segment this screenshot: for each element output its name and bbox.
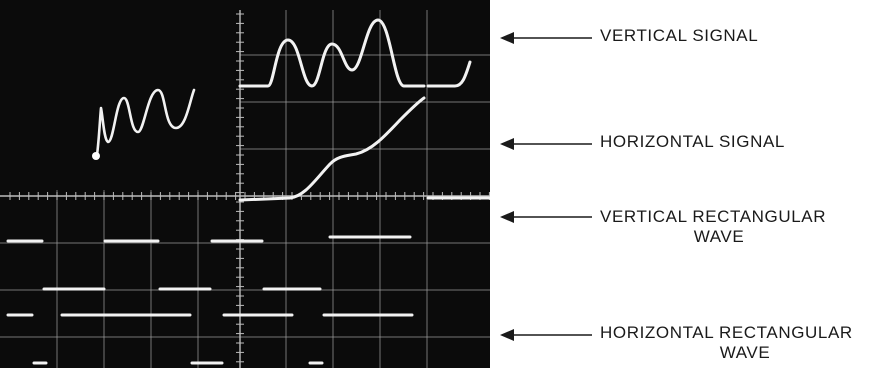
vertical-rectangular-wave-label-line1: VERTICAL RECTANGULAR [600,207,827,226]
vertical-rectangular-wave-callout: VERTICAL RECTANGULAR WAVE [500,205,890,265]
composite-signal-trace [95,88,196,157]
vertical-signal-label: VERTICAL SIGNAL [600,26,759,45]
vertical-signal-arrow-icon [500,32,592,44]
horizontal-signal-label: HORIZONTAL SIGNAL [600,132,785,151]
vertical-signal-trace [238,18,472,88]
horizontal-rectangular-wave-trace [6,313,414,365]
horizontal-signal-trace [238,96,426,202]
trace-bright-spot [92,152,100,160]
horizontal-signal-callout: HORIZONTAL SIGNAL [500,130,890,190]
horizontal-rectangular-wave-label-line1: HORIZONTAL RECTANGULAR [600,323,853,342]
graticule-vertical-lines [56,10,428,368]
horizontal-rectangular-wave-arrow-icon [500,329,592,341]
vertical-signal-callout: VERTICAL SIGNAL [500,22,890,82]
horizontal-rectangular-wave-callout: HORIZONTAL RECTANGULAR WAVE [500,321,890,381]
oscilloscope-screen [0,0,490,368]
vertical-rectangular-wave-label-line2: WAVE [693,227,745,246]
horizontal-signal-arrow-icon [500,138,592,150]
vertical-rectangular-wave-trace [6,235,412,291]
screen-background [0,0,490,368]
oscilloscope-display [0,0,490,368]
horizontal-rectangular-wave-label-line2: WAVE [719,343,771,362]
vertical-rectangular-wave-arrow-icon [500,211,592,223]
